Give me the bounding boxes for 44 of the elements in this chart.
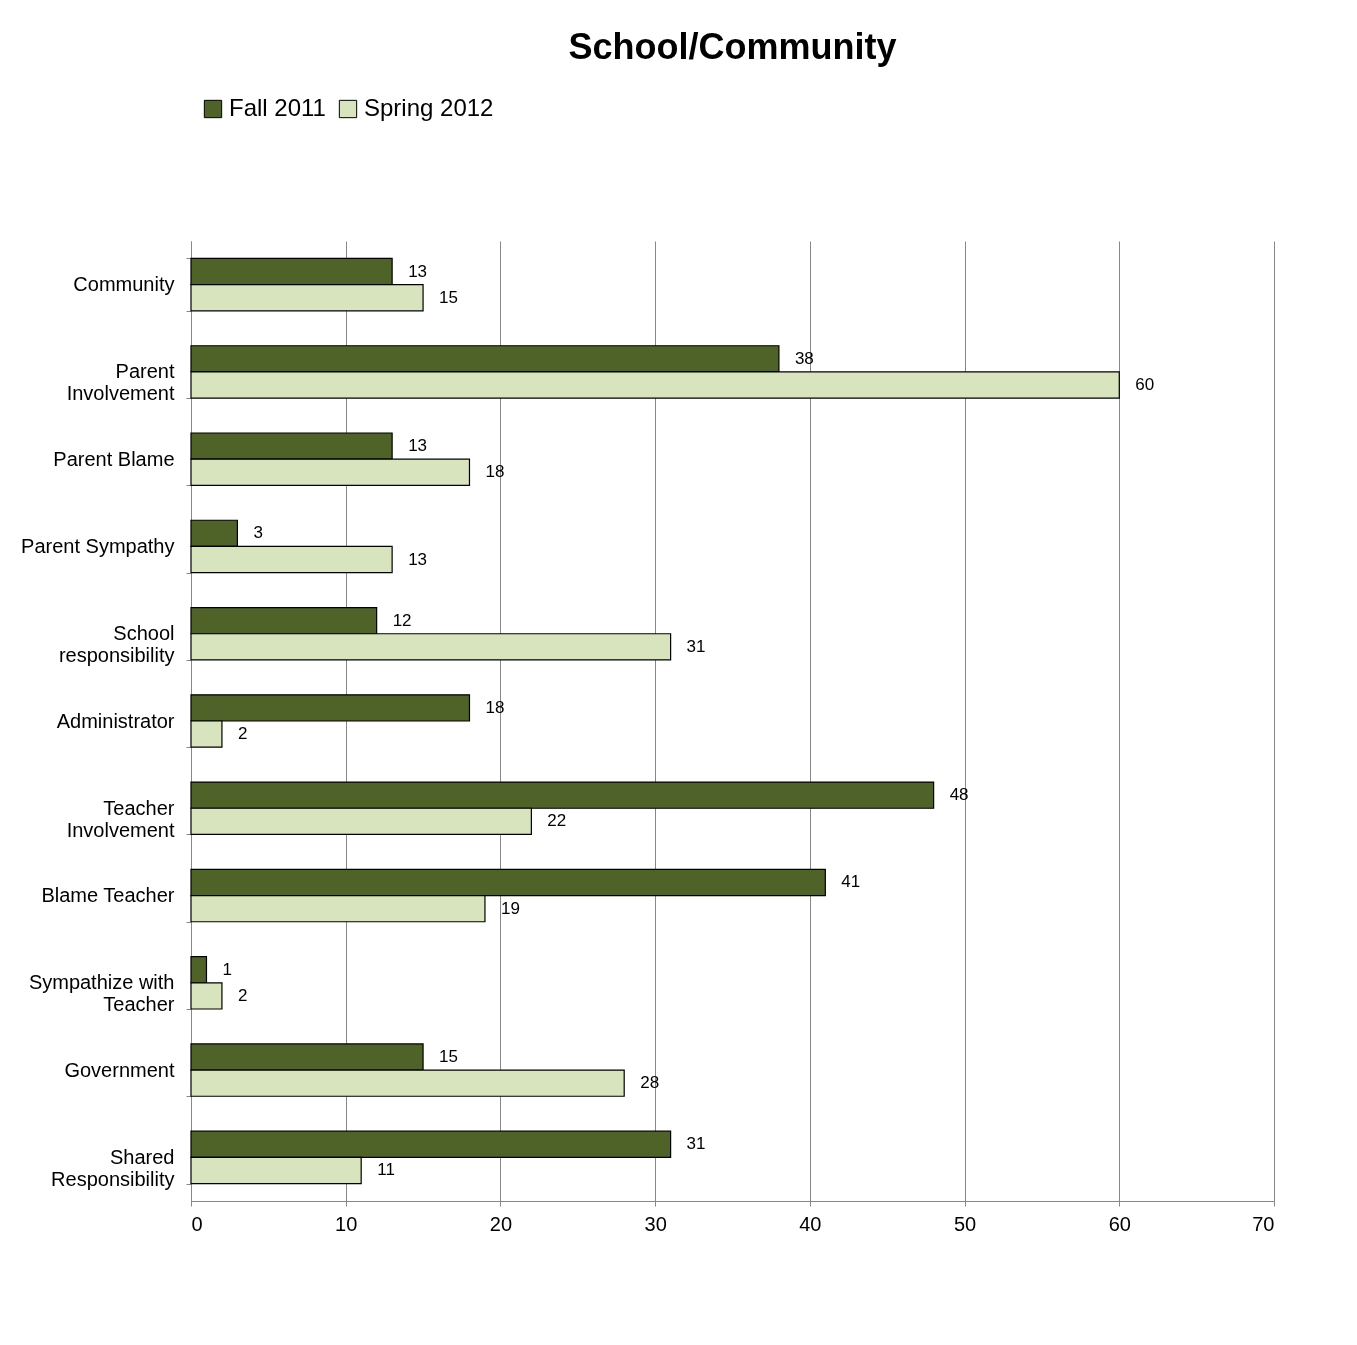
data-label: 15 (439, 287, 458, 307)
y-tick-label: Teacher Involvement (66, 796, 175, 841)
y-tick-label: School responsibility (58, 622, 175, 667)
data-label: 11 (377, 1160, 395, 1180)
data-label: 3 (253, 523, 263, 543)
x-tick-label: 60 (1108, 1212, 1131, 1235)
data-label: 2 (237, 724, 248, 744)
data-label: 22 (547, 811, 567, 831)
y-tick-label: Community (73, 273, 175, 296)
data-label: 2 (237, 985, 248, 1005)
y-tick-label: Parent Sympathy (21, 534, 175, 557)
data-label: 13 (408, 549, 428, 569)
y-tick-label: Government (64, 1058, 175, 1081)
x-tick-label: 0 (191, 1212, 203, 1235)
y-tick-label: Parent Blame (53, 447, 175, 470)
data-label: 38 (794, 348, 814, 368)
data-label: 15 (439, 1047, 458, 1066)
data-label: 18 (485, 697, 505, 717)
x-tick-label: 20 (489, 1212, 513, 1235)
data-label: 19 (500, 898, 520, 918)
data-label: 13 (408, 261, 428, 281)
x-tick-label: 30 (644, 1212, 667, 1235)
y-tick-label: Blame Teacher (41, 884, 175, 907)
data-label: 18 (485, 462, 505, 482)
data-label: 48 (949, 785, 969, 805)
data-label: 31 (686, 636, 706, 656)
x-tick-label: 70 (1252, 1212, 1275, 1235)
y-tick-label: Parent Involvement (66, 360, 175, 405)
x-tick-label: 10 (335, 1212, 358, 1235)
x-tick-label: 40 (799, 1212, 822, 1235)
data-label: 1 (222, 959, 232, 979)
data-label: 60 (1135, 375, 1155, 394)
y-tick-label: Administrator (56, 709, 175, 732)
legend-label: Fall 2011 (229, 94, 326, 121)
y-tick-label: Sympathize with Teacher (28, 971, 175, 1016)
y-tick-label: Shared Responsibility (51, 1145, 175, 1190)
data-label: 28 (640, 1073, 660, 1093)
data-label: 12 (392, 610, 412, 630)
legend-label: Spring 2012 (364, 94, 494, 121)
chart-title: School/Community (568, 26, 897, 67)
data-label: 13 (408, 436, 428, 456)
data-label: 41 (841, 872, 861, 892)
data-label: 31 (686, 1134, 706, 1154)
x-tick-label: 50 (953, 1212, 977, 1235)
